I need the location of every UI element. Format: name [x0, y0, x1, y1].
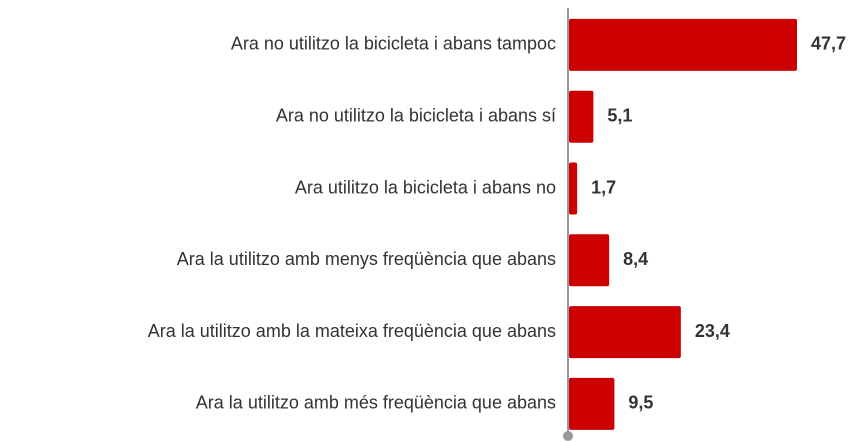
- category-label: Ara la utilitzo amb menys freqüència que…: [177, 249, 556, 269]
- bar: [569, 162, 578, 215]
- category-label: Ara no utilitzo la bicicleta i abans sí: [276, 105, 556, 125]
- bar: [569, 90, 594, 143]
- bar: [569, 377, 615, 430]
- bar: [569, 18, 797, 71]
- value-label: 23,4: [695, 321, 730, 341]
- value-label: 1,7: [591, 177, 616, 197]
- category-label: Ara utilitzo la bicicleta i abans no: [295, 177, 556, 197]
- bar: [569, 306, 681, 359]
- value-label: 8,4: [623, 249, 648, 269]
- value-label: 47,7: [811, 34, 846, 54]
- value-label: 9,5: [628, 393, 653, 413]
- axis-end: [563, 431, 573, 441]
- category-label: Ara no utilitzo la bicicleta i abans tam…: [231, 34, 556, 54]
- category-label: Ara la utilitzo amb més freqüència que a…: [196, 393, 556, 413]
- bar: [569, 234, 610, 287]
- category-label: Ara la utilitzo amb la mateixa freqüènci…: [148, 321, 556, 341]
- value-label: 5,1: [607, 105, 632, 125]
